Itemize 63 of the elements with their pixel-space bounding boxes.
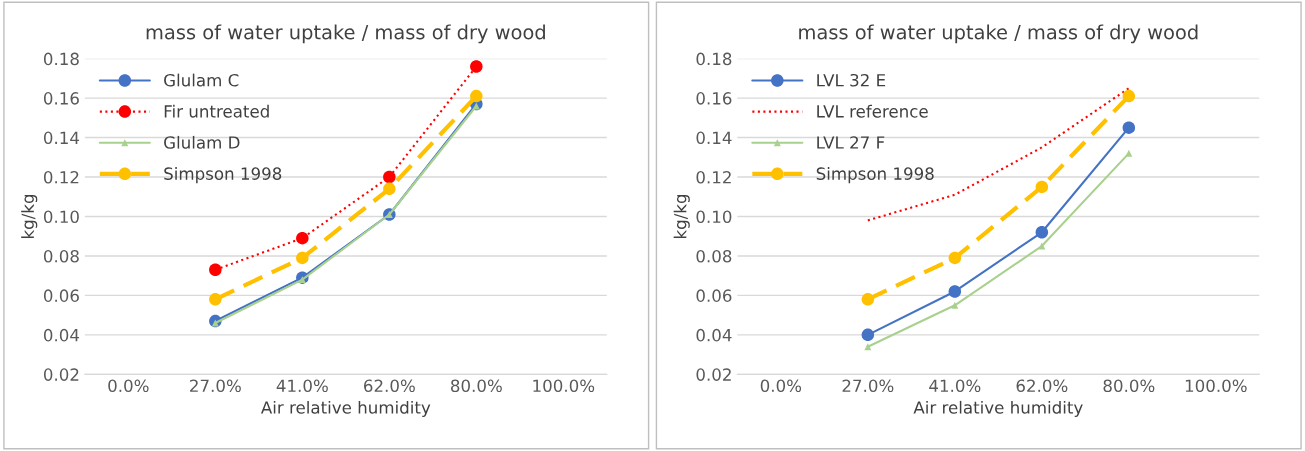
point xyxy=(209,293,222,306)
y-tick-label: 0.14 xyxy=(696,131,732,145)
y-tick-label: 0.06 xyxy=(43,289,79,302)
x-tick-label: 0.0% xyxy=(108,379,149,393)
point xyxy=(1122,121,1136,134)
y-tick-label: 0.10 xyxy=(696,210,732,224)
y-tick-label: 0.16 xyxy=(43,92,79,105)
x-axis-title: Air relative humidity xyxy=(913,400,1083,418)
point xyxy=(1122,89,1136,103)
y-tick-label: 0.16 xyxy=(696,92,732,105)
legend-label: Fir untreated xyxy=(164,104,269,118)
x-tick-label: 0.0% xyxy=(760,379,802,393)
y-tick-label: 0.18 xyxy=(696,52,732,66)
point xyxy=(948,285,962,298)
y-axis-title: kg/kg xyxy=(21,194,38,239)
point xyxy=(470,60,483,73)
y-tick-label: 0.06 xyxy=(696,289,732,302)
y-tick-label: 0.02 xyxy=(43,368,79,381)
point xyxy=(296,231,309,245)
y-tick-label: 0.08 xyxy=(43,249,79,263)
y-tick-label: 0.12 xyxy=(696,170,731,184)
x-tick-label: 100.0% xyxy=(533,379,595,393)
y-tick-label: 0.14 xyxy=(43,131,80,145)
y-tick-label: 0.10 xyxy=(43,210,79,224)
point xyxy=(209,263,222,276)
point xyxy=(383,182,396,196)
x-tick-label: 27.0% xyxy=(842,379,894,393)
point xyxy=(296,251,309,265)
y-tick-label: 0.04 xyxy=(43,328,80,342)
y-tick-label: 0.08 xyxy=(696,249,732,263)
y-tick-label: 0.04 xyxy=(696,328,732,342)
point xyxy=(383,170,396,184)
point xyxy=(1035,180,1049,194)
point xyxy=(951,301,959,309)
x-tick-label: 62.0% xyxy=(364,379,415,393)
chart-title: mass of water uptake / mass of dry wood xyxy=(799,24,1198,44)
point xyxy=(948,251,962,265)
y-tick-label: 0.18 xyxy=(43,52,79,66)
legend-label: LVL reference xyxy=(817,104,928,118)
legend-label: Simpson 1998 xyxy=(816,167,934,184)
y-axis-title: kg/kg xyxy=(673,194,690,239)
point xyxy=(1125,149,1133,157)
point xyxy=(861,293,875,306)
point xyxy=(1035,226,1049,239)
legend-label: LVL 32 E xyxy=(817,73,886,87)
point xyxy=(861,328,875,342)
legend-label: LVL 27 F xyxy=(817,136,885,149)
y-tick-label: 0.12 xyxy=(43,170,79,184)
x-tick-label: 41.0% xyxy=(276,379,328,393)
point xyxy=(470,89,483,103)
legend-label: Glulam D xyxy=(164,135,240,149)
chart-title: mass of water uptake / mass of dry wood xyxy=(146,24,545,44)
legend-label: Glulam C xyxy=(164,73,239,87)
y-tick-label: 0.02 xyxy=(696,368,731,381)
legend-label: Simpson 1998 xyxy=(164,167,282,184)
x-tick-label: 100.0% xyxy=(1185,379,1247,393)
point xyxy=(1038,242,1046,250)
x-tick-label: 27.0% xyxy=(190,379,241,393)
x-tick-label: 62.0% xyxy=(1016,379,1068,393)
x-tick-label: 80.0% xyxy=(1103,379,1155,393)
x-axis-title: Air relative humidity xyxy=(260,400,431,418)
x-tick-label: 80.0% xyxy=(450,379,502,393)
x-tick-label: 41.0% xyxy=(929,379,981,393)
